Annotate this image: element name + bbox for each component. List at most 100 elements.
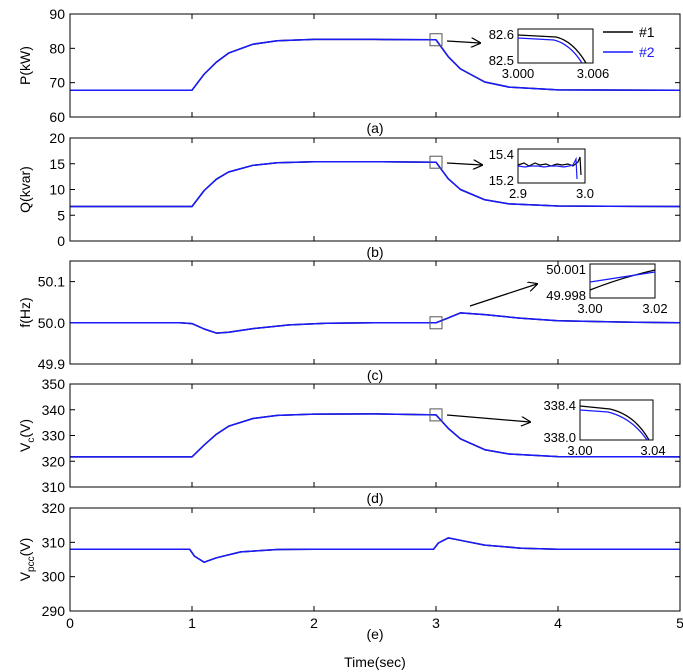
x-tick-label: 2 [310, 615, 318, 631]
inset-x-tick-label: 3.006 [577, 66, 610, 81]
series-line-2 [70, 38, 681, 91]
inset-x-tick-label: 3.00 [577, 301, 602, 316]
zoom-marker [429, 408, 443, 422]
plot-frame [69, 260, 681, 365]
zoom-arrow [446, 163, 482, 165]
series-line-1 [70, 537, 680, 563]
zoom-inset: 338.4 338.03.00 3.04 [543, 398, 665, 458]
zoom-marker [429, 316, 443, 330]
plot-frame [69, 137, 681, 242]
inset-x-tick-label: 3.04 [640, 443, 665, 458]
y-tick-label: 80 [49, 40, 65, 56]
inset-y-tick-label: 15.4 [489, 147, 514, 162]
x-tick-label: 4 [554, 615, 562, 631]
y-tick-label: 300 [42, 569, 66, 585]
y-axis-label: Vpcc(V) [17, 538, 37, 582]
inset-y-tick-label: 49.998 [546, 288, 586, 303]
inset-line-1 [579, 405, 650, 441]
y-axis-label-subscript: c [26, 438, 37, 443]
panel-caption: (a) [366, 120, 383, 136]
y-tick-label: 49.9 [38, 356, 65, 372]
inset-line-2 [517, 156, 578, 180]
inset-x-tick-label: 3.00 [567, 443, 592, 458]
legend-label-2: #2 [639, 44, 655, 60]
x-tick-label: 1 [188, 615, 196, 631]
panel-caption: (c) [367, 367, 383, 383]
panel-caption: (e) [366, 626, 383, 642]
y-tick-label: 50.0 [38, 315, 65, 331]
y-axis-label-main: Q(kvar) [17, 166, 33, 213]
legend-label-1: #1 [639, 24, 655, 40]
panel-2: 0 5 10 15 20 Q(kvar) (b) 15.4 15.22.9 3.0 [17, 130, 681, 260]
inset-frame [517, 28, 594, 64]
zoom-marker [429, 155, 443, 169]
zoom-arrow [469, 284, 537, 307]
panel-caption: (d) [366, 490, 383, 506]
inset-frame [589, 263, 656, 299]
inset-line-1 [517, 156, 582, 176]
y-axis-label: Q(kvar) [17, 166, 33, 213]
y-axis-label-main: V [17, 571, 33, 581]
y-tick-label: 0 [57, 233, 65, 249]
inset-x-tick-label: 3.000 [502, 66, 535, 81]
x-tick-label: 0 [66, 615, 74, 631]
y-tick-label: 330 [42, 428, 66, 444]
inset-y-tick-label: 338.4 [543, 398, 576, 413]
series-line-2 [70, 312, 681, 334]
y-axis-label: Vc(V) [17, 419, 37, 452]
y-axis-label: P(kW) [17, 46, 33, 85]
inset-x-tick-label: 3.02 [642, 301, 667, 316]
series-line-2 [70, 160, 681, 208]
y-tick-label: 10 [49, 182, 65, 198]
plot-frame [69, 13, 681, 118]
legend: #1 #2 [603, 24, 655, 60]
y-axis-label-unit: (V) [17, 538, 33, 557]
plot-frame [69, 507, 681, 612]
panel-4: 310 320 330 340 350 Vc(V) (d) 338.4 338.03.00 3.0… [17, 376, 681, 506]
y-tick-label: 320 [42, 500, 66, 516]
y-tick-label: 50.1 [38, 274, 65, 290]
y-axis-label-main: V [17, 442, 33, 452]
y-axis-label-subscript: pcc [26, 556, 37, 572]
inset-y-tick-label: 15.2 [489, 173, 514, 188]
zoom-marker [429, 33, 443, 47]
x-tick-label: 5 [676, 615, 683, 631]
y-tick-label: 340 [42, 402, 66, 418]
inset-y-tick-label: 82.5 [489, 53, 514, 68]
y-tick-label: 5 [57, 207, 65, 223]
inset-line-1 [517, 34, 587, 64]
x-tick-label: 3 [432, 615, 440, 631]
y-tick-label: 70 [49, 75, 65, 91]
inset-line-2 [589, 271, 656, 283]
panel-5: 290 300 310 320 Vpcc(V) (e) 0 1 2 3 4 5 [17, 500, 683, 642]
panel-caption: (b) [366, 244, 383, 260]
series-line-2 [70, 537, 680, 563]
y-axis-label-main: P(kW) [17, 46, 33, 85]
y-axis-label-main: f(Hz) [17, 297, 33, 327]
zoom-arrow [446, 41, 480, 43]
y-tick-label: 60 [49, 109, 65, 125]
y-axis-label-unit: (V) [17, 419, 33, 438]
panel-1: 60 70 80 90 P(kW) (a) 82.6 82.53.000 3.006 [17, 6, 681, 136]
y-tick-label: 320 [42, 453, 66, 469]
plot-frame [69, 383, 681, 488]
inset-y-tick-label: 338.0 [543, 430, 576, 445]
y-tick-label: 90 [49, 6, 65, 22]
y-tick-label: 20 [49, 130, 65, 146]
y-tick-label: 310 [42, 534, 66, 550]
inset-y-tick-label: 50.001 [546, 262, 586, 277]
x-axis-label: Time(sec) [344, 654, 406, 670]
y-tick-label: 15 [49, 156, 65, 172]
inset-line-1 [589, 269, 656, 291]
y-tick-label: 310 [42, 479, 66, 495]
inset-x-tick-label: 3.0 [576, 186, 594, 201]
inset-line-2 [579, 409, 648, 441]
y-axis-label: f(Hz) [17, 297, 33, 327]
inset-y-tick-label: 82.6 [489, 27, 514, 42]
inset-x-tick-label: 2.9 [509, 186, 527, 201]
series-line-2 [70, 413, 681, 458]
